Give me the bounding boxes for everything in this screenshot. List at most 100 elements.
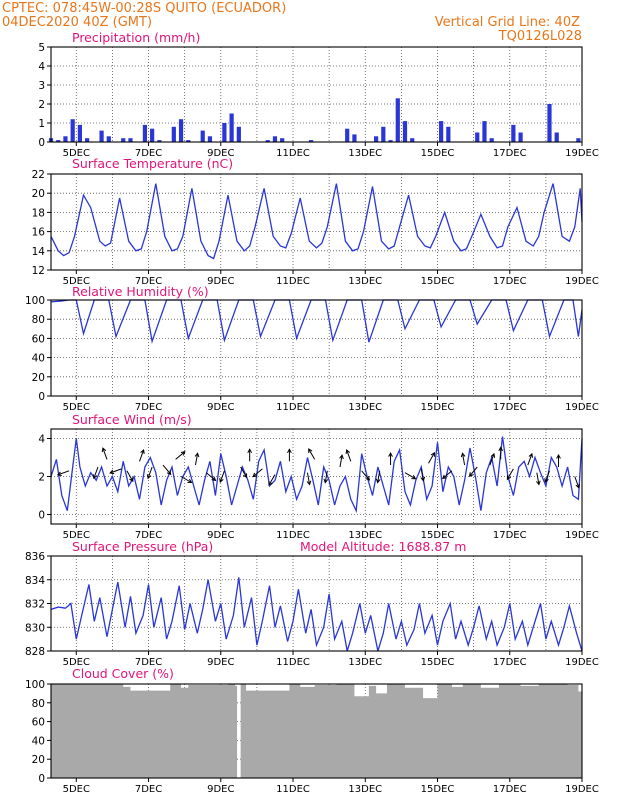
humidity-xtick-label: 13DEC bbox=[348, 402, 382, 413]
cloud-title: Cloud Cover (%) bbox=[72, 666, 174, 681]
wind-arrow bbox=[506, 468, 514, 481]
wind-arrow-shaft bbox=[194, 453, 199, 466]
wind-arrow bbox=[556, 453, 561, 467]
wind-arrow-shaft bbox=[240, 466, 248, 478]
precip-bar bbox=[482, 121, 487, 142]
cloud-ytick-label: 40 bbox=[32, 735, 45, 747]
wind-arrow-head bbox=[430, 451, 436, 457]
wind-arrow bbox=[92, 466, 99, 480]
wind-arrow-head bbox=[575, 483, 580, 489]
wind-arrow-head bbox=[323, 478, 329, 484]
wind-arrow-shaft bbox=[162, 464, 172, 475]
wind-arrow-head bbox=[306, 480, 312, 486]
precip-bar bbox=[200, 130, 205, 142]
precip-bar bbox=[374, 136, 379, 142]
precip-bar bbox=[518, 132, 523, 142]
wind-arrow-head bbox=[345, 449, 351, 455]
wind-arrow-shaft bbox=[527, 453, 533, 466]
wind-arrow bbox=[527, 452, 534, 466]
run-code: TQ0126L028 bbox=[498, 29, 582, 44]
wind-arrow bbox=[252, 468, 263, 478]
wind-arrow-shaft bbox=[536, 472, 540, 485]
wind-arrow-head bbox=[287, 448, 292, 454]
temp-ytick-label: 22 bbox=[32, 169, 45, 181]
wind-arrow bbox=[206, 472, 217, 482]
temp-ytick-label: 16 bbox=[32, 227, 46, 239]
wind-ytick-label: 2 bbox=[38, 472, 45, 484]
pressure-line bbox=[50, 577, 583, 652]
temp-xtick-label: 13DEC bbox=[348, 276, 382, 287]
precip-bar bbox=[265, 140, 270, 142]
temp-title: Surface Temperature (nC) bbox=[72, 156, 233, 171]
precip-bar bbox=[308, 140, 314, 142]
wind-arrow-shaft bbox=[469, 466, 478, 477]
wind-arrow-head bbox=[536, 480, 541, 486]
wind-arrow bbox=[146, 466, 153, 480]
wind-arrow-head bbox=[490, 452, 496, 458]
cloud-xtick-label: 19DEC bbox=[565, 784, 599, 795]
humidity-xtick-label: 9DEC bbox=[207, 402, 234, 413]
wind-title: Surface Wind (m/s) bbox=[72, 412, 192, 427]
wind-arrow bbox=[101, 447, 108, 460]
wind-arrow-head bbox=[544, 478, 549, 484]
wind-arrow-head bbox=[140, 449, 145, 455]
precip-bar bbox=[63, 136, 68, 142]
precip-panel: 0 1 2 3 4 5 5DEC 7DEC 9DEC 11DEC 13DEC 15DEC 17DEC 19… bbox=[38, 42, 599, 159]
wind-arrow-shaft bbox=[361, 470, 370, 481]
wind-arrow-shaft bbox=[428, 452, 435, 464]
wind-line bbox=[50, 436, 583, 514]
pressure-xtick-label: 9DEC bbox=[207, 657, 234, 668]
wind-arrow-head bbox=[556, 453, 561, 459]
precip-xtick-label: 9DEC bbox=[207, 148, 234, 159]
precip-bar bbox=[446, 126, 451, 142]
cloud-xtick-label: 11DEC bbox=[276, 784, 310, 795]
wind-arrow-shaft bbox=[126, 470, 134, 482]
wind-arrow-head bbox=[375, 478, 381, 484]
wind-arrow bbox=[574, 476, 580, 489]
wind-arrow bbox=[268, 474, 276, 486]
wind-arrow-head bbox=[498, 446, 504, 452]
wind-arrow bbox=[468, 466, 478, 477]
temp-xtick-label: 11DEC bbox=[276, 276, 310, 287]
precip-bar bbox=[178, 119, 184, 142]
wind-arrow-shaft bbox=[544, 470, 550, 483]
precip-bar bbox=[186, 140, 191, 142]
wind-arrow-shaft bbox=[139, 449, 145, 462]
wind-xtick-label: 11DEC bbox=[276, 530, 310, 541]
wind-arrow-head bbox=[506, 475, 512, 481]
precip-bar bbox=[402, 121, 408, 142]
wind-arrow-shaft bbox=[268, 474, 276, 486]
wind-arrow-head bbox=[146, 474, 152, 480]
wind-ytick-label: 0 bbox=[38, 510, 45, 522]
temp-ytick-label: 12 bbox=[32, 265, 45, 277]
wind-xtick-label: 7DEC bbox=[135, 530, 162, 541]
wind-arrow bbox=[544, 470, 550, 484]
wind-xtick-label: 15DEC bbox=[421, 530, 455, 541]
temp-panel: 12 14 16 18 20 22 5DEC 7DEC 9DEC 11DEC 13DEC 15DEC 1… bbox=[32, 169, 599, 287]
cloud-area bbox=[51, 684, 582, 778]
humidity-xtick-label: 19DEC bbox=[565, 402, 599, 413]
precip-xtick-label: 19DEC bbox=[565, 148, 599, 159]
wind-arrow-shaft bbox=[489, 453, 495, 466]
pressure-panel: 828 830 832 834 836 5DEC 7DEC 9DEC 11DEC 13DEC 15D… bbox=[25, 551, 599, 668]
temp-xtick-label: 9DEC bbox=[207, 276, 234, 287]
humidity-xtick-label: 15DEC bbox=[421, 402, 455, 413]
precip-bar bbox=[157, 140, 162, 142]
cloud-ytick-label: 100 bbox=[25, 679, 45, 691]
precip-bar bbox=[128, 138, 133, 142]
wind-arrow-shaft bbox=[339, 455, 343, 468]
precip-bar bbox=[207, 136, 213, 142]
wind-arrow bbox=[109, 468, 122, 475]
precip-frame bbox=[50, 46, 583, 143]
wind-arrow-shaft bbox=[109, 468, 122, 474]
precip-bar bbox=[121, 138, 126, 142]
temp-frame bbox=[50, 173, 583, 271]
precip-ytick-label: 4 bbox=[38, 61, 45, 73]
cloud-ytick-label: 0 bbox=[38, 773, 45, 785]
precip-ytick-label: 1 bbox=[38, 118, 45, 130]
wind-arrow-head bbox=[56, 471, 62, 477]
temp-ytick-label: 20 bbox=[32, 188, 45, 200]
precip-bar bbox=[345, 128, 350, 142]
pressure-xtick-label: 13DEC bbox=[348, 657, 382, 668]
wind-arrow-head bbox=[339, 454, 344, 460]
